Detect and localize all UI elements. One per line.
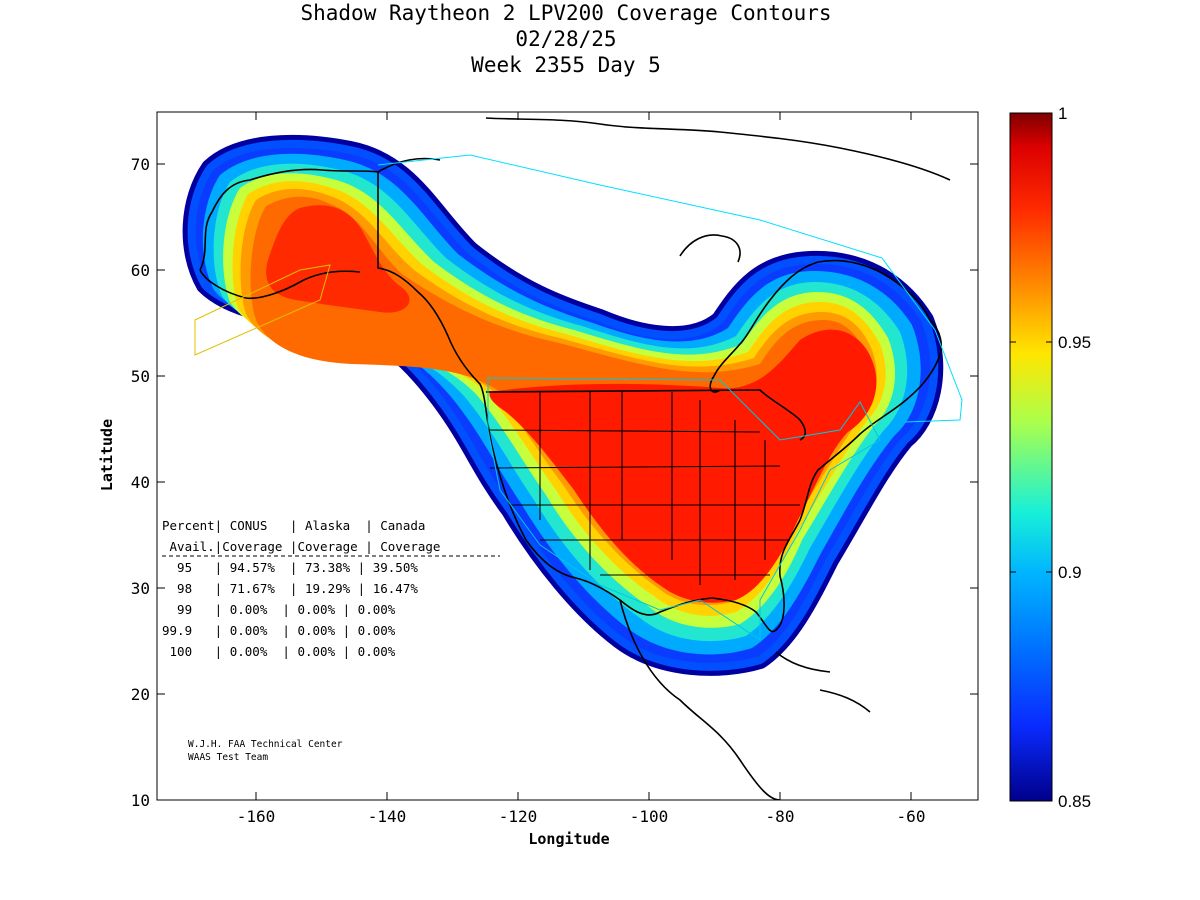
colorbar-tick-label: 0.9 [1058,563,1082,582]
table-header-row: Percent| CONUS | Alaska | Canada [162,518,425,533]
table-header-row: Avail.|Coverage |Coverage | Coverage [162,539,440,554]
chart-title: Shadow Raytheon 2 LPV200 Coverage Contou… [300,1,831,25]
y-tick-label: 30 [131,579,150,598]
x-tick-label: -120 [499,807,538,826]
y-tick-label: 60 [131,261,150,280]
table-row: 100 | 0.00% | 0.00% | 0.00% [162,644,396,659]
x-tick-label: -80 [766,807,795,826]
y-tick-label: 70 [131,155,150,174]
x-axis-label: Longitude [528,830,609,848]
colorbar-tick-label: 1 [1058,104,1067,123]
political-borders [489,392,800,585]
y-tick-label: 50 [131,367,150,386]
x-axis [255,112,912,800]
chart-date: 02/28/25 [515,27,616,51]
plot-frame [156,111,979,801]
coverage-table: Percent| CONUS | Alaska | Canada Avail.|… [162,518,500,659]
chart-week-day: Week 2355 Day 5 [471,53,661,77]
colorbar-gradient [1009,112,1053,802]
colorbar-tick-label: 0.85 [1058,792,1091,811]
colorbar-tick-label: 0.95 [1058,333,1091,352]
y-axis [157,163,978,801]
table-row: 95 | 94.57% | 73.38% | 39.50% [162,560,418,575]
x-tick-label: -60 [897,807,926,826]
service-volume-outlines [194,154,963,641]
y-tick-label: 40 [131,473,150,492]
colorbar [1009,112,1053,802]
table-row: 98 | 71.67% | 19.29% | 16.47% [162,581,418,596]
x-tick-label: -160 [237,807,276,826]
x-tick-label: -100 [630,807,669,826]
y-axis-label: Latitude [98,419,116,491]
table-row: 99.9 | 0.00% | 0.00% | 0.00% [162,623,396,638]
credit-line: WAAS Test Team [188,752,268,763]
table-row: 99 | 0.00% | 0.00% | 0.00% [162,602,396,617]
y-tick-label: 10 [131,791,150,810]
credit-line: W.J.H. FAA Technical Center [188,739,343,750]
y-tick-label: 20 [131,685,150,704]
map-plot-area [157,112,978,800]
x-tick-label: -140 [368,807,407,826]
